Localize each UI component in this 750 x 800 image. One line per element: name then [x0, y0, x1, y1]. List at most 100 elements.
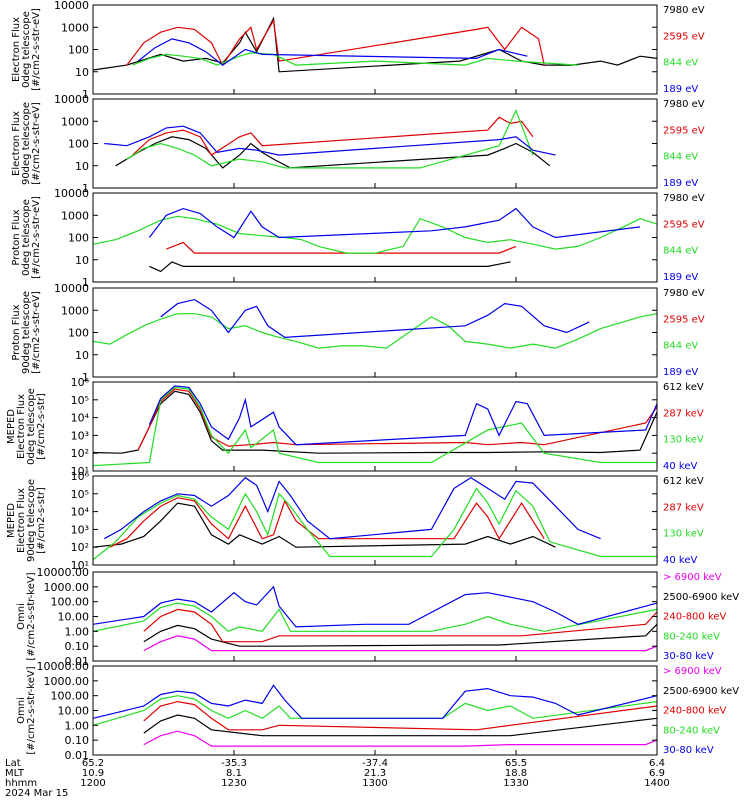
y-axis-label: Omni	[16, 603, 27, 630]
legend-entry: 287 keV	[663, 408, 704, 419]
legend-entry: 2500-6900 keV	[663, 592, 739, 603]
y-tick-label: 10000.00	[37, 566, 90, 579]
series-line-5-3	[92, 386, 657, 467]
y-tick-label: 0.10	[65, 640, 90, 653]
y-tick-label: 10⁵	[71, 394, 89, 407]
legend-entry: > 6900 keV	[663, 666, 722, 677]
series-line-7-2	[143, 623, 658, 647]
y-tick-label: 10000	[54, 0, 89, 12]
legend-entry: 189 eV	[663, 272, 698, 283]
y-tick-label: 10⁵	[71, 488, 89, 501]
y-tick-label: 0.01	[65, 655, 90, 668]
series-line-3-3	[92, 215, 658, 254]
series-line-7-4	[92, 602, 658, 632]
y-tick-label: 1000	[61, 209, 89, 222]
y-tick-label: 1	[82, 88, 89, 101]
series-line-1-2	[126, 18, 545, 67]
y-tick-label: 100	[68, 138, 89, 151]
y-axis-label: Electron Flux	[11, 17, 22, 82]
y-tick-label: 1000.00	[44, 581, 90, 594]
footer-value: -37.4	[362, 758, 388, 769]
legend-entry: 7980 eV	[663, 5, 705, 16]
legend-entry: 612 keV	[663, 382, 704, 393]
y-tick-label: 100.00	[51, 596, 90, 609]
y-axis-label: [#/cm2-s-str-eV]	[31, 291, 42, 374]
series-line-7-3	[143, 608, 658, 643]
y-tick-label: 1000.00	[44, 675, 90, 688]
y-tick-label: 100	[68, 232, 89, 245]
y-tick-label: 1	[82, 276, 89, 289]
date-label: 2024 Mar 15	[5, 788, 68, 799]
legend-entry: 2595 eV	[663, 31, 705, 42]
footer-value: 6.4	[649, 758, 665, 769]
y-tick-label: 10	[75, 349, 89, 362]
y-axis-label: 0deg telescope	[21, 11, 32, 88]
footer-value: 1400	[644, 778, 669, 789]
legend-entry: 240-800 keV	[663, 706, 727, 717]
series-line-8-1	[143, 730, 658, 747]
y-tick-label: 10	[75, 160, 89, 173]
series-line-8-5	[92, 684, 658, 719]
series-line-2-1	[115, 136, 551, 169]
y-tick-label: 1000	[61, 304, 89, 317]
footer-value: 8.1	[226, 768, 242, 779]
y-tick-label: 0.01	[65, 749, 90, 762]
y-axis-label: [#/cm2-s-str-keV]	[26, 666, 37, 754]
y-tick-label: 0.10	[65, 734, 90, 747]
footer-value: -35.3	[221, 758, 247, 769]
y-tick-label: 10	[75, 254, 89, 267]
y-tick-label: 1	[82, 371, 89, 384]
footer-row-label: MLT	[5, 768, 25, 779]
legend-entry: 7980 eV	[663, 193, 705, 204]
legend-entry: 844 eV	[663, 341, 698, 352]
y-axis-label: [#/cm2-s-str-eV]	[31, 8, 42, 91]
y-axis-label: [#/cm2-s-str]	[36, 487, 47, 554]
series-line-8-3	[143, 700, 658, 731]
legend-entry: 2595 eV	[663, 219, 705, 230]
legend-entry: 40 keV	[663, 555, 697, 566]
y-tick-label: 100.00	[51, 690, 90, 703]
y-tick-label: 10⁶	[71, 376, 90, 389]
panel-6: 10¹ 10² 10³ 10⁴ 10⁵ 10⁶ MEPED Electron Flux 90de…	[6, 470, 704, 572]
y-tick-label: 10¹	[71, 465, 89, 478]
panel-frame	[92, 192, 658, 283]
series-line-6-1	[92, 502, 556, 548]
legend-entry: 130 keV	[663, 435, 704, 446]
y-axis-label: Electron Flux	[16, 488, 27, 553]
series-line-6-4	[104, 476, 601, 540]
series-line-6-2	[109, 497, 545, 548]
legend-entry: 7980 eV	[663, 288, 705, 299]
series-line-7-5	[92, 585, 658, 628]
series-line-6-3	[92, 487, 657, 561]
y-axis-label: [#/cm2-s-str-keV]	[26, 572, 37, 660]
legend-entry: 844 eV	[663, 246, 698, 257]
y-tick-label: 1000	[61, 21, 89, 34]
y-tick-label: 1.00	[65, 625, 90, 638]
legend-entry: 240-800 keV	[663, 612, 727, 623]
legend-entry: 2595 eV	[663, 125, 705, 136]
legend-entry: 130 keV	[663, 529, 704, 540]
y-tick-label: 10.00	[58, 611, 90, 624]
legend-entry: 40 keV	[663, 461, 697, 472]
legend-entry: 189 eV	[663, 367, 698, 378]
footer-value: 1230	[221, 778, 246, 789]
y-axis-label: 90deg telescope	[26, 479, 37, 562]
series-line-2-3	[126, 109, 534, 169]
y-tick-label: 10⁴	[71, 412, 90, 425]
footer-value: 1330	[503, 778, 528, 789]
panel-4: 1 10 100 1000 10000 Proton Flux 90deg telescop…	[11, 282, 705, 384]
panel-frame	[92, 571, 658, 662]
series-line-5-2	[137, 388, 658, 451]
legend-entry: 2500-6900 keV	[663, 686, 739, 697]
y-tick-label: 1000	[61, 115, 89, 128]
footer-value: 65.2	[82, 758, 104, 769]
series-line-1-3	[132, 52, 579, 66]
legend-entry: 30-80 keV	[663, 745, 714, 756]
y-axis-label: [#/cm2-s-str-eV]	[31, 102, 42, 185]
series-line-4-3	[92, 313, 658, 349]
footer-row-label: hhmm	[5, 778, 37, 789]
legend-entry: 189 eV	[663, 178, 698, 189]
series-line-2-2	[132, 116, 534, 156]
